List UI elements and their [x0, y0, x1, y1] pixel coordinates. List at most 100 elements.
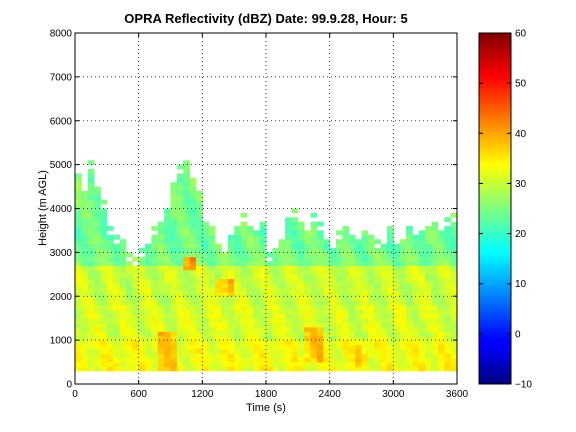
heatmap-cell: [431, 230, 439, 236]
heatmap-cell: [278, 300, 286, 306]
heatmap-cell: [361, 357, 369, 363]
heatmap-cell: [94, 357, 101, 363]
heatmap-cell: [336, 313, 343, 319]
heatmap-cell: [450, 353, 458, 359]
heatmap-cell: [246, 239, 254, 244]
heatmap-cell: [399, 340, 407, 345]
heatmap-cell: [406, 291, 413, 297]
heatmap-cell: [297, 348, 305, 354]
heatmap-cell: [119, 243, 127, 249]
heatmap-cell: [208, 366, 216, 372]
heatmap-cell: [176, 212, 184, 218]
heatmap-cell: [202, 265, 210, 271]
heatmap-cell: [234, 326, 241, 332]
heatmap-cell: [157, 221, 165, 227]
heatmap-cell: [310, 344, 318, 350]
heatmap-cell: [323, 291, 331, 297]
heatmap-cell: [418, 287, 426, 293]
heatmap-cell: [418, 322, 426, 328]
heatmap-cell: [450, 335, 458, 341]
heatmap-cell: [81, 326, 89, 332]
heatmap-cell: [113, 261, 120, 266]
colorbar-tick-label: 40: [515, 129, 527, 140]
heatmap-cell: [176, 204, 184, 209]
heatmap-cell: [87, 344, 95, 350]
heatmap-cell: [374, 287, 381, 293]
heatmap-cell: [450, 261, 458, 266]
heatmap-cell: [94, 353, 101, 359]
heatmap-cell: [437, 278, 445, 284]
heatmap-cell: [348, 256, 356, 262]
heatmap-cell: [361, 335, 369, 341]
heatmap-cell: [342, 326, 350, 332]
heatmap-cell: [348, 247, 356, 253]
heatmap-cell: [221, 296, 229, 302]
heatmap-cell: [361, 313, 369, 319]
heatmap-cell: [259, 269, 267, 275]
heatmap-cell: [323, 239, 331, 244]
heatmap-cell: [81, 212, 89, 218]
heatmap-cell: [342, 269, 350, 275]
heatmap-cell: [253, 331, 261, 337]
heatmap-cell: [151, 300, 159, 306]
heatmap-cell: [106, 239, 114, 244]
x-tick-label: 3600: [446, 389, 469, 400]
heatmap-cell: [170, 247, 178, 253]
heatmap-cell: [437, 318, 445, 323]
heatmap-cell: [246, 234, 254, 240]
heatmap-cell: [75, 362, 82, 367]
heatmap-cell: [227, 305, 235, 310]
heatmap-cell: [437, 309, 445, 315]
heatmap-cell: [176, 296, 184, 302]
heatmap-cell: [234, 252, 241, 258]
heatmap-cell: [272, 340, 280, 345]
heatmap-cell: [189, 348, 197, 354]
heatmap-cell: [310, 291, 318, 297]
heatmap-cell: [75, 221, 82, 227]
heatmap-cell: [297, 256, 305, 262]
heatmap-cell: [259, 357, 267, 363]
heatmap-cell: [75, 208, 82, 214]
heatmap-cell: [195, 309, 203, 315]
heatmap-cell: [138, 313, 146, 319]
heatmap-cell: [399, 283, 407, 288]
heatmap-cell: [75, 230, 82, 236]
heatmap-cell: [215, 357, 222, 363]
heatmap-cell: [215, 265, 222, 271]
heatmap-cell: [100, 243, 108, 249]
heatmap-cell: [393, 318, 401, 323]
heatmap-cell: [431, 287, 439, 293]
heatmap-cell: [87, 326, 95, 332]
heatmap-cell: [450, 226, 458, 231]
heatmap-cell: [380, 353, 388, 359]
heatmap-cell: [297, 309, 305, 315]
heatmap-cell: [138, 247, 146, 253]
heatmap-cell: [151, 226, 159, 231]
heatmap-cell: [323, 357, 331, 363]
heatmap-cell: [215, 247, 222, 253]
heatmap-cell: [246, 278, 254, 284]
heatmap-cell: [119, 296, 127, 302]
heatmap-cell: [393, 291, 401, 297]
heatmap-cell: [336, 256, 343, 262]
heatmap-cell: [234, 283, 241, 288]
heatmap-cell: [81, 230, 89, 236]
heatmap-cell: [176, 234, 184, 240]
heatmap-cell: [234, 234, 241, 240]
heatmap-cell: [138, 278, 146, 284]
heatmap-cell: [266, 322, 273, 328]
heatmap-cell: [418, 283, 426, 288]
heatmap-cell: [278, 247, 286, 253]
heatmap-cell: [412, 239, 420, 244]
heatmap-cell: [176, 318, 184, 323]
heatmap-cell: [157, 300, 165, 306]
heatmap-cell: [374, 331, 381, 337]
heatmap-cell: [125, 278, 133, 284]
heatmap-cell: [100, 309, 108, 315]
heatmap-cell: [444, 305, 452, 310]
heatmap-cell: [437, 269, 445, 275]
heatmap-cell: [412, 283, 420, 288]
colorbar-tick-label: 60: [515, 29, 527, 40]
heatmap-cell: [202, 309, 210, 315]
heatmap-cell: [170, 344, 178, 350]
